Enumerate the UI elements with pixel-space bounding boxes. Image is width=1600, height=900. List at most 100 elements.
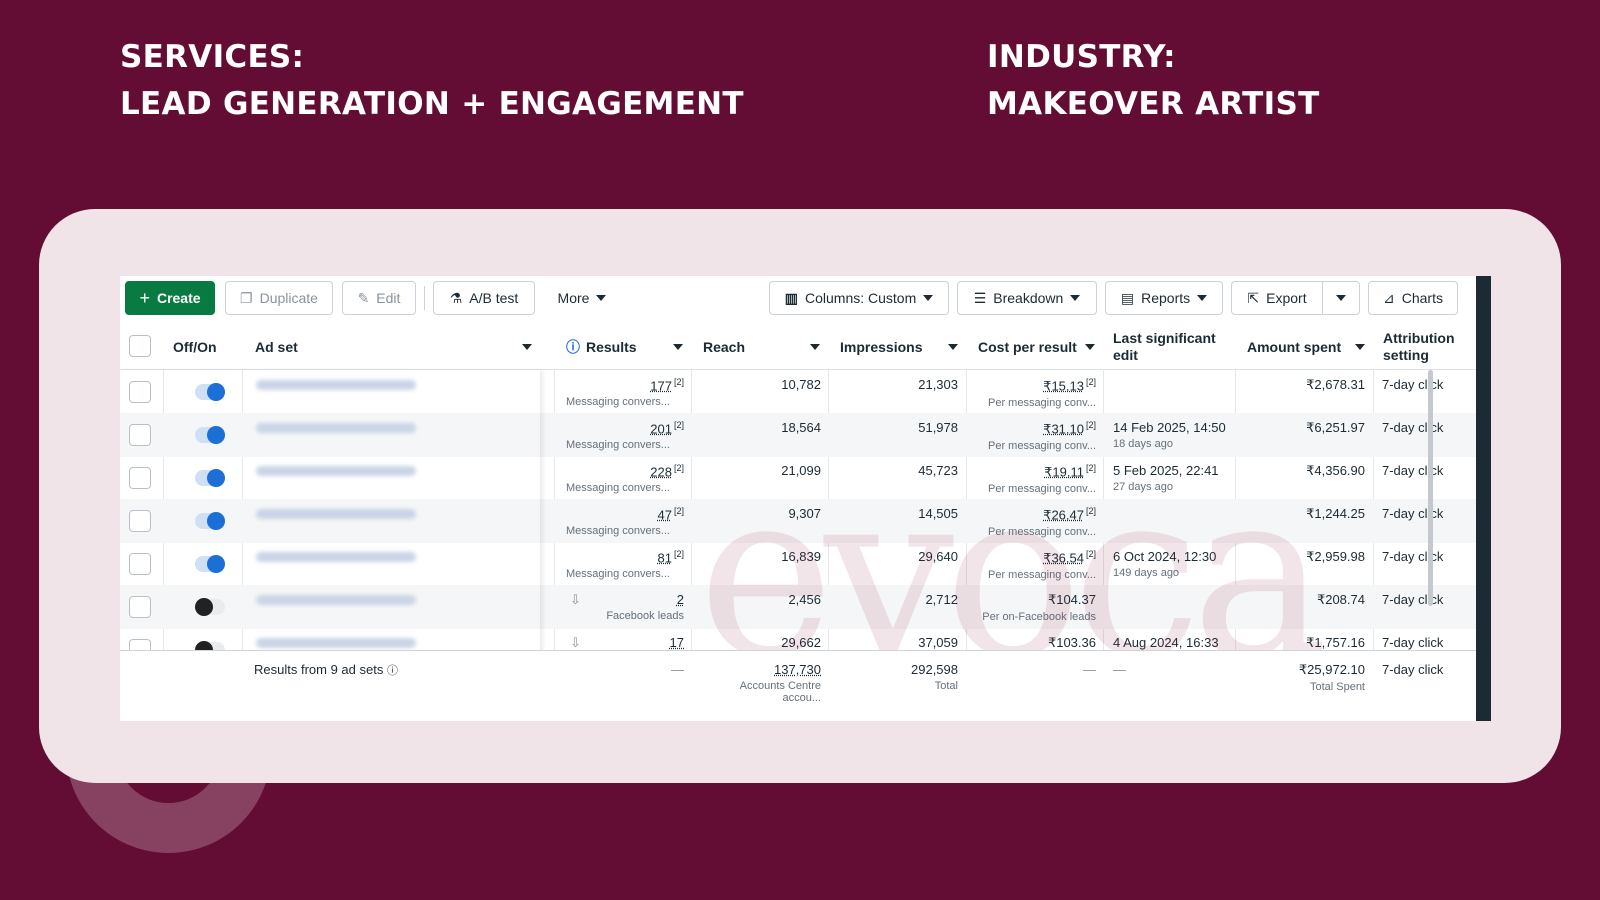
row-checkbox[interactable] [129,553,151,575]
select-all-checkbox[interactable] [129,335,151,357]
reach-cell: 2,456 [788,592,821,607]
table-footer: Results from 9 ad sets ⓘ — 137,730 Accou… [120,650,1476,721]
info-superscript-icon: [2] [1085,420,1096,430]
toolbar-divider [424,286,425,310]
chevron-down-icon [1197,295,1208,301]
services-value: LEAD GENERATION + ENGAGEMENT [120,86,744,122]
charts-button[interactable]: ⊿ Charts [1368,281,1458,315]
column-header-cost-per-result[interactable]: Cost per result [978,324,1103,370]
column-header-results[interactable]: ⓘ Results [566,324,691,370]
status-toggle[interactable] [195,383,225,401]
toggle-knob [207,426,225,444]
info-superscript-icon: [2] [673,506,684,516]
table-row[interactable]: 177 [2] Messaging convers... 10,782 21,30… [120,370,1476,414]
industry-value: MAKEOVER ARTIST [987,86,1320,122]
info-icon: ⓘ [566,339,580,355]
table-row[interactable]: ⇩ 17 29,662 37,059 ₹103.36 4 Aug 2024, 1… [120,628,1476,672]
row-checkbox[interactable] [129,596,151,618]
attribution-cell: 7-day click [1382,420,1444,435]
status-toggle[interactable] [195,512,225,530]
table-row[interactable]: ⇩ 2 Facebook leads 2,456 2,712 ₹104.37 P… [120,585,1476,629]
row-checkbox[interactable] [129,467,151,489]
column-header-last-edit[interactable]: Last significant edit [1113,330,1216,363]
impressions-cell: 2,712 [925,592,958,607]
cost-cell: ₹31.10 [2] Per messaging conv... [987,420,1096,453]
edit-button[interactable]: ✎ Edit [342,281,416,315]
toolbar: + Create ❐ Duplicate ✎ Edit ⚗ A/B test M… [120,276,1476,324]
reach-cell: 21,099 [781,463,821,478]
info-superscript-icon: [2] [673,463,684,473]
results-cell: ⇩ 2 Facebook leads [570,592,684,622]
breakdown-icon: ☰ [973,289,987,306]
vertical-scrollbar[interactable] [1428,370,1433,606]
column-header-reach[interactable]: Reach [703,324,828,370]
table-row[interactable]: 81 [2] Messaging convers... 16,839 29,640… [120,542,1476,586]
info-superscript-icon: [2] [1085,377,1096,387]
column-header-impressions[interactable]: Impressions [840,324,966,370]
status-toggle[interactable] [195,469,225,487]
chevron-down-icon [948,344,958,350]
info-icon[interactable]: ⓘ [386,665,398,677]
column-header-ad-set[interactable]: Ad set [255,324,540,370]
status-toggle[interactable] [195,555,225,573]
row-checkbox[interactable] [129,424,151,446]
results-cell: 228 [2] Messaging convers... [566,463,684,495]
amount-spent-cell: ₹6,251.97 [1306,420,1365,435]
footer-attribution: 7-day click [1382,662,1444,677]
ad-set-name-redacted[interactable] [256,595,416,605]
ad-set-name-redacted[interactable] [256,380,416,390]
ad-set-name-redacted[interactable] [256,509,416,519]
services-label: SERVICES: [120,39,305,75]
columns-dropdown[interactable]: ▥ Columns: Custom [769,281,949,315]
create-button[interactable]: + Create [125,281,215,315]
column-header-amount-spent[interactable]: Amount spent [1247,324,1373,370]
export-icon: ⇱ [1247,289,1260,306]
duplicate-icon: ❐ [240,289,253,306]
column-header-off-on[interactable]: Off/On [173,339,217,355]
status-toggle[interactable] [195,598,225,616]
amount-spent-cell: ₹4,356.90 [1306,463,1365,478]
attribution-cell: 7-day click [1382,592,1444,607]
row-checkbox[interactable] [129,510,151,532]
results-cell: ⇩ 17 [570,635,684,650]
info-superscript-icon: [2] [673,420,684,430]
ad-set-name-redacted[interactable] [256,423,416,433]
results-cell: 177 [2] Messaging convers... [566,377,684,409]
attribution-cell: 7-day click [1382,377,1444,392]
footer-edit: — [1113,662,1126,677]
chevron-down-icon [1085,344,1095,350]
column-header-attribution[interactable]: Attribution setting [1383,330,1455,363]
duplicate-button[interactable]: ❐ Duplicate [225,281,333,315]
footer-impressions: 292,598 Total [911,662,958,692]
attribution-cell: 7-day click [1382,506,1444,521]
more-dropdown[interactable]: More [543,281,621,315]
results-cell: 81 [2] Messaging convers... [566,549,684,581]
impressions-cell: 21,303 [918,377,958,392]
row-checkbox[interactable] [129,381,151,403]
table-row[interactable]: 47 [2] Messaging convers... 9,307 14,505 … [120,499,1476,543]
ab-test-button[interactable]: ⚗ A/B test [433,281,535,315]
ad-set-name-redacted[interactable] [256,638,416,648]
cost-cell: ₹26.47 [2] Per messaging conv... [987,506,1096,539]
table-row[interactable]: 228 [2] Messaging convers... 21,099 45,72… [120,456,1476,500]
download-icon: ⇩ [570,635,581,650]
ad-set-name-redacted[interactable] [256,552,416,562]
breakdown-dropdown[interactable]: ☰ Breakdown [957,281,1097,315]
industry-headline: INDUSTRY: MAKEOVER ARTIST [987,34,1320,128]
reach-cell: 29,662 [781,635,821,650]
toggle-knob [207,383,225,401]
last-edit-cell: 4 Aug 2024, 16:33 [1113,635,1219,650]
reports-dropdown[interactable]: ▤ Reports [1105,281,1223,315]
export-button[interactable]: ⇱ Export [1231,281,1323,315]
status-toggle[interactable] [195,426,225,444]
footer-results: — [671,662,684,677]
ad-set-name-redacted[interactable] [256,466,416,476]
footer-summary: Results from 9 ad sets ⓘ [254,662,398,677]
cost-cell: ₹36.54 [2] Per messaging conv... [987,549,1096,582]
page-scrollbar [1476,276,1491,721]
export-options-button[interactable] [1322,281,1360,315]
services-headline: SERVICES: LEAD GENERATION + ENGAGEMENT [120,34,744,128]
cost-cell: ₹104.37 Per on-Facebook leads [982,592,1096,623]
amount-spent-cell: ₹208.74 [1316,592,1365,607]
footer-cost: — [1083,662,1096,677]
